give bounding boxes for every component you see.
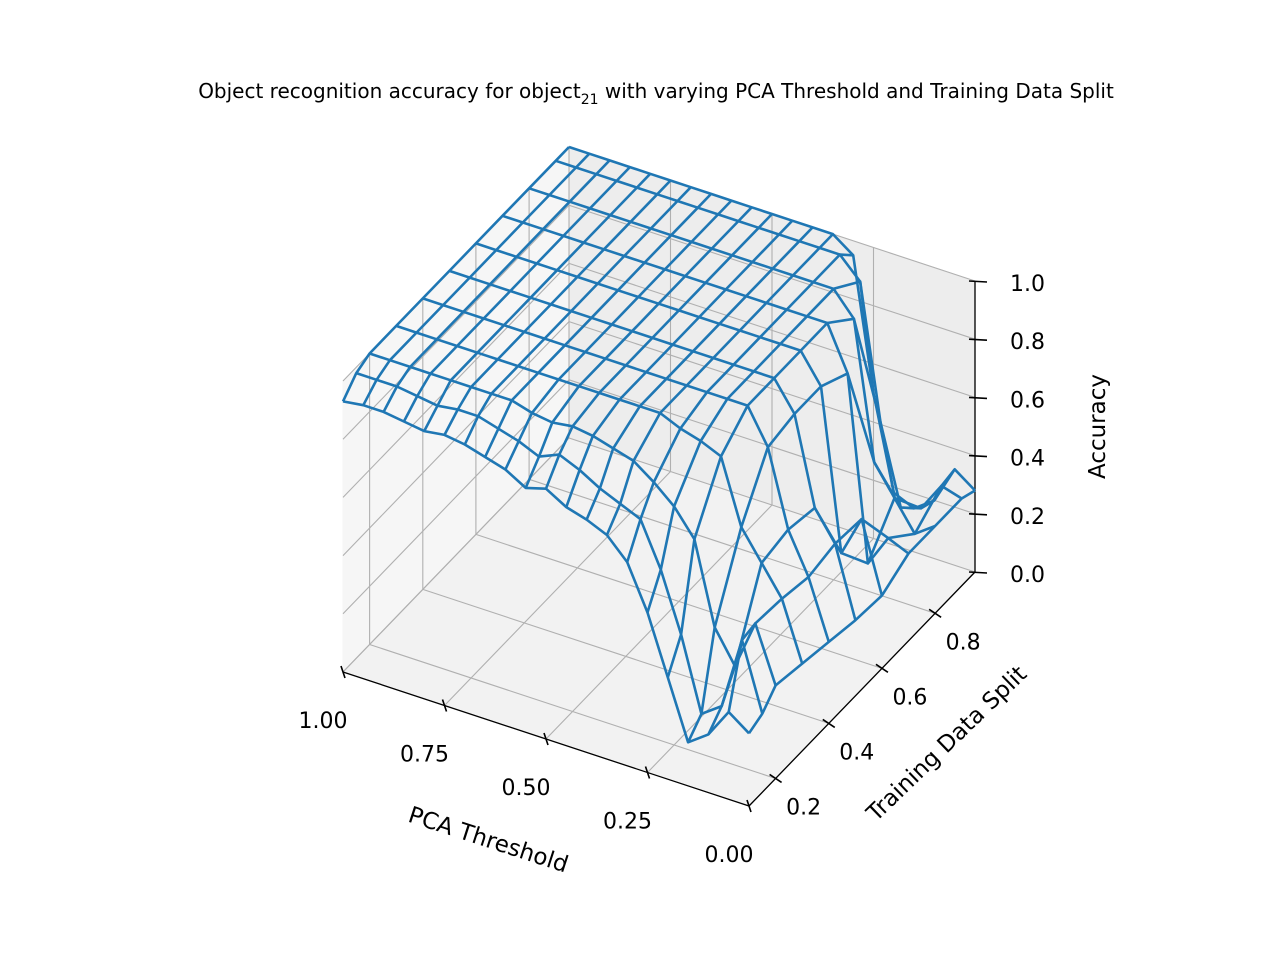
x-tick-label: 0.50 [502,776,551,801]
z-tick-label: 0.8 [1010,330,1045,355]
x-tick-mark [746,799,752,813]
wire-line [355,371,764,716]
chart-title-main: Object recognition accuracy for object [198,79,581,103]
y-tick-label: 0.8 [946,630,981,655]
y-tick-mark [822,718,836,729]
z-tick-label: 0.0 [1010,563,1045,588]
y-tick-mark [928,608,942,618]
z-tick-mark [968,338,988,341]
z-grid-line [342,437,976,673]
axis-ticks: 1.00 0.75 0.50 0.25 0.00 0.2 0.4 0.6 0.8 0.0 0.2 0.… [299,272,1045,868]
x-tick-mark [340,665,346,679]
y-tick-mark [769,773,783,784]
wire-line [528,187,936,536]
wire-line [448,269,857,621]
y-axis-label: Training Data Split [861,661,1032,827]
y-tick-label: 0.6 [892,685,927,710]
z-grid-line [342,379,976,615]
wire-line [342,400,750,744]
chart-title-subscript: 21 [581,92,599,108]
wire-line [475,242,884,596]
wireframe-surface [341,145,976,744]
wire-line [395,324,804,664]
x-tick-mark [441,699,448,712]
wire-line [555,159,963,510]
y-tick-label: 0.4 [839,740,874,765]
wire-line [568,145,976,510]
z-tick-label: 1.0 [1010,272,1045,297]
z-axis-label: Accuracy [1085,374,1111,479]
chart-title: Object recognition accuracy for object21… [198,79,1114,108]
z-tick-mark [968,396,988,400]
z-tick-label: 0.2 [1010,505,1045,530]
x-tick-mark [644,766,651,779]
x-tick-label: 1.00 [299,709,348,734]
x-tick-mark [543,732,549,746]
z-tick-mark [968,454,988,458]
z-tick-mark [968,280,988,283]
x-axis-label: PCA Threshold [405,802,571,878]
z-grid-line [342,204,976,440]
z-tick-label: 0.4 [1010,447,1045,472]
z-grid-line [342,320,976,556]
wire-line [502,214,910,565]
x-tick-label: 0.00 [705,843,754,868]
z-tick-mark [968,571,988,574]
z-tick-label: 0.6 [1010,388,1045,413]
y-axis-line [748,571,976,807]
wire-line [369,352,777,686]
y-tick-label: 0.2 [786,795,821,820]
axis-panes [342,145,976,807]
y-tick-mark [875,663,889,674]
x-tick-label: 0.75 [400,743,449,768]
x-tick-label: 0.25 [603,810,652,835]
z-tick-mark [968,513,988,516]
wire-line [422,297,831,643]
chart-title-rest: with varying PCA Threshold and Training … [599,79,1114,103]
